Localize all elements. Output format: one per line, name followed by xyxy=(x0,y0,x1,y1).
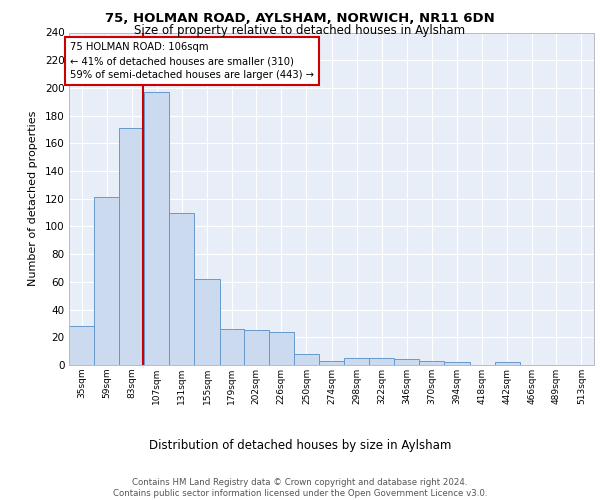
Text: 75, HOLMAN ROAD, AYLSHAM, NORWICH, NR11 6DN: 75, HOLMAN ROAD, AYLSHAM, NORWICH, NR11 … xyxy=(105,12,495,26)
Bar xyxy=(369,358,394,365)
Bar xyxy=(220,329,244,365)
Bar xyxy=(169,212,194,365)
Bar xyxy=(294,354,319,365)
Bar xyxy=(419,361,445,365)
Bar xyxy=(194,279,220,365)
Bar xyxy=(494,362,520,365)
Text: Distribution of detached houses by size in Aylsham: Distribution of detached houses by size … xyxy=(149,440,451,452)
Bar xyxy=(319,361,344,365)
Text: Contains HM Land Registry data © Crown copyright and database right 2024.
Contai: Contains HM Land Registry data © Crown c… xyxy=(113,478,487,498)
Bar xyxy=(244,330,269,365)
Bar xyxy=(119,128,144,365)
Bar xyxy=(269,332,294,365)
Y-axis label: Number of detached properties: Number of detached properties xyxy=(28,111,38,286)
Bar xyxy=(69,326,94,365)
Bar xyxy=(344,358,369,365)
Text: Size of property relative to detached houses in Aylsham: Size of property relative to detached ho… xyxy=(134,24,466,37)
Bar xyxy=(94,198,119,365)
Bar xyxy=(144,92,169,365)
Bar xyxy=(394,360,419,365)
Text: 75 HOLMAN ROAD: 106sqm
← 41% of detached houses are smaller (310)
59% of semi-de: 75 HOLMAN ROAD: 106sqm ← 41% of detached… xyxy=(70,42,314,80)
Bar xyxy=(445,362,470,365)
